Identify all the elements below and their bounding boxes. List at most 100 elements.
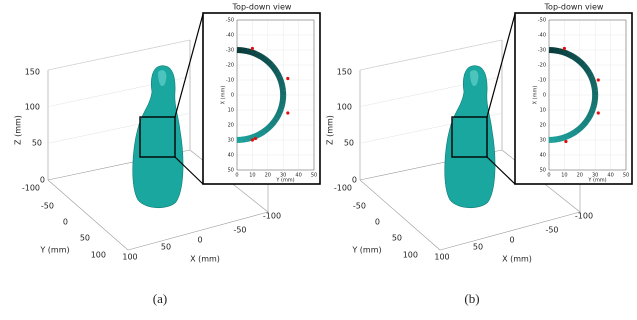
arc-segment — [281, 104, 282, 109]
arc-segment — [594, 100, 595, 105]
inset-x-tick-label: 0 — [547, 173, 550, 179]
arc-segment — [580, 62, 584, 66]
inset-y-tick-label: 0 — [543, 93, 546, 99]
arc-segment — [264, 128, 268, 131]
inset-y-label: X (mm) — [221, 86, 227, 105]
arc-segment — [568, 54, 573, 56]
arc-segment — [572, 131, 576, 134]
inset-y-tick-label: 50 — [228, 168, 234, 174]
arc-segment — [246, 138, 251, 139]
inset-y-tick-label: -20 — [226, 63, 234, 69]
grid-line — [360, 40, 502, 70]
arc-segment — [242, 139, 247, 140]
inset-y-tick-label: 50 — [540, 168, 546, 174]
arc-segment — [591, 77, 593, 82]
inset-x-tick-label: 40 — [607, 173, 613, 179]
contact-point — [597, 78, 600, 81]
y-tick-label: 100 — [91, 251, 106, 260]
x-tick-label: -100 — [575, 212, 593, 221]
inset-y-tick-label: 30 — [228, 138, 234, 144]
arc-segment — [554, 139, 559, 140]
arc-segment — [251, 52, 256, 54]
arc-segment — [247, 51, 252, 52]
arc-segment — [589, 73, 591, 77]
contact-point — [251, 138, 254, 141]
arc-segment — [260, 131, 264, 134]
inset-x-label: Y (mm) — [275, 178, 294, 184]
arc-segment — [277, 113, 279, 117]
contact-point — [286, 77, 289, 80]
inset-title: Top-down view — [232, 3, 292, 12]
arc-segment — [558, 138, 563, 139]
x-tick-label: -50 — [233, 226, 246, 235]
x-tick-label: 100 — [122, 253, 137, 262]
inset-x-tick-label: 20 — [577, 173, 583, 179]
contact-point — [286, 111, 289, 114]
grid-line — [48, 40, 190, 70]
contact-point — [564, 140, 567, 143]
inset-y-label: X (mm) — [533, 86, 539, 105]
y-tick-label: 50 — [80, 234, 90, 243]
arc-segment — [282, 86, 283, 91]
inset-x-tick-label: 40 — [295, 173, 301, 179]
inset-y-tick-label: 40 — [540, 153, 546, 159]
arc-segment — [589, 113, 591, 117]
arc-segment — [559, 51, 564, 52]
y-tick-label: -100 — [22, 184, 40, 193]
contact-point — [254, 137, 257, 140]
arc-segment — [256, 134, 261, 136]
x-tick-label: 0 — [509, 236, 514, 245]
z-tick-label: 150 — [337, 68, 352, 77]
arc-segment — [256, 54, 261, 56]
arc-segment — [583, 121, 586, 125]
arc-segment — [281, 81, 282, 86]
arc-segment — [580, 125, 584, 128]
x-tick-label: -100 — [263, 212, 281, 221]
arc-segment — [554, 50, 559, 51]
x-tick-label: 100 — [434, 253, 449, 262]
z-tick-label: 0 — [352, 176, 357, 185]
inset-x-label: Y (mm) — [587, 178, 606, 184]
inset-x-tick-label: 10 — [561, 173, 567, 179]
arc-segment — [279, 109, 281, 114]
arc-segment — [572, 56, 576, 59]
arc-segment — [277, 73, 279, 77]
inset-y-tick-label: -50 — [226, 18, 234, 24]
arc-segment — [282, 100, 283, 105]
arc-segment — [260, 56, 264, 59]
contact-point — [563, 47, 566, 50]
zoom-line — [175, 14, 203, 117]
inset-y-tick-label: -10 — [226, 78, 234, 84]
inset-x-tick-label: 50 — [623, 173, 629, 179]
arc-segment — [586, 69, 589, 73]
arc-segment — [583, 65, 586, 69]
figure: 050100150-100-50050100100500-50-100Z (mm… — [0, 0, 637, 320]
z-tick-label: 50 — [32, 139, 42, 148]
y-tick-label: -100 — [334, 184, 352, 193]
caption: (b) — [464, 291, 479, 306]
inset-x-tick-label: 10 — [249, 173, 255, 179]
inset-y-tick-label: -30 — [226, 48, 234, 54]
inset-x-tick-label: 0 — [235, 173, 238, 179]
inset-x-tick-label: 50 — [311, 173, 317, 179]
arc-segment — [576, 128, 580, 131]
inset-y-tick-label: 10 — [228, 108, 234, 114]
y-tick-label: 0 — [375, 218, 380, 227]
arc-segment — [594, 86, 595, 91]
zoom-line — [487, 14, 515, 117]
arc-segment — [268, 62, 272, 66]
y-axis-label: Y (mm) — [39, 246, 69, 255]
inset-y-tick-label: -40 — [538, 33, 546, 39]
arc-segment — [593, 104, 594, 109]
arc-segment — [593, 81, 594, 86]
y-tick-label: -50 — [41, 202, 54, 211]
inset-title: Top-down view — [544, 3, 604, 12]
inset-y-tick-label: 30 — [540, 138, 546, 144]
inset-y-tick-label: -40 — [226, 33, 234, 39]
arc-segment — [268, 125, 272, 128]
arc-segment — [264, 59, 268, 62]
inset-y-tick-label: 0 — [231, 93, 234, 99]
arc-segment — [586, 118, 589, 122]
x-tick-label: 0 — [197, 236, 202, 245]
